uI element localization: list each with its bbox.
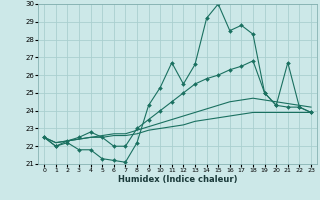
X-axis label: Humidex (Indice chaleur): Humidex (Indice chaleur): [118, 175, 237, 184]
